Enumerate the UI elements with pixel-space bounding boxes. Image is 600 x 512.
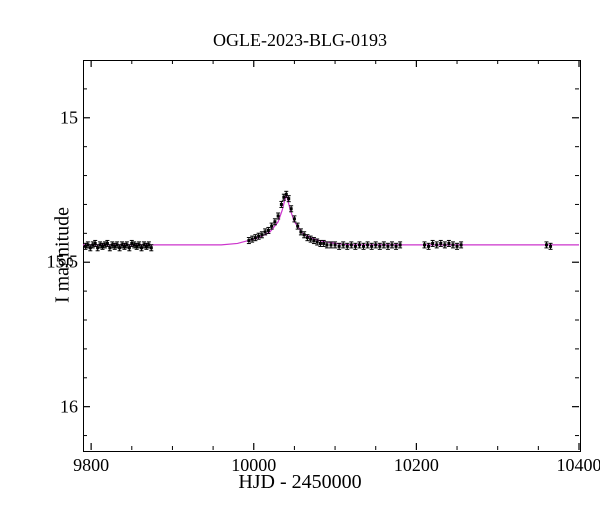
y-tick-label: 15.5 (47, 252, 79, 273)
chart-svg (0, 0, 600, 512)
x-tick-label: 10000 (231, 455, 276, 476)
y-tick-label: 16 (60, 396, 78, 417)
x-tick-label: 9800 (73, 455, 109, 476)
chart-container: OGLE-2023-BLG-0193 I magnitude HJD - 245… (0, 0, 600, 512)
y-tick-label: 15 (60, 107, 78, 128)
x-tick-label: 10400 (557, 455, 600, 476)
x-tick-label: 10200 (394, 455, 439, 476)
